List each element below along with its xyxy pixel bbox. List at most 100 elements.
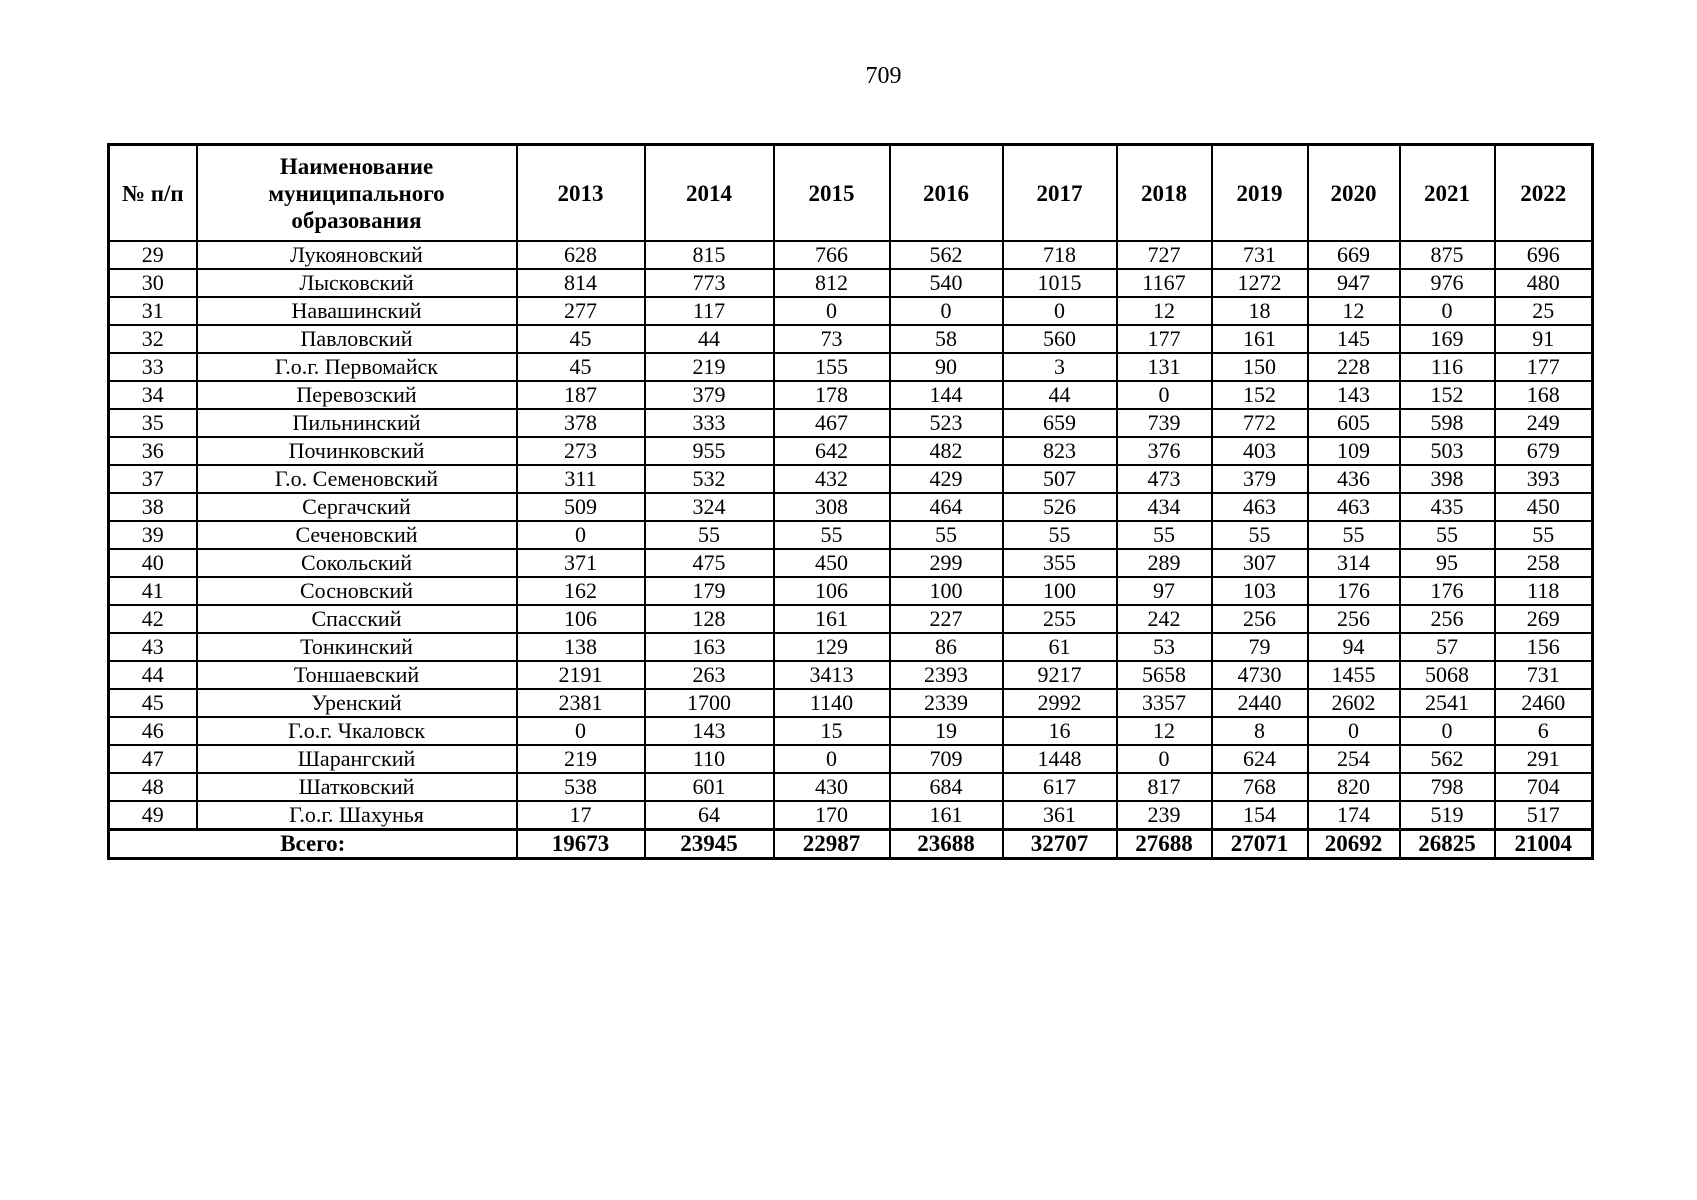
row-value: 179 [643, 576, 775, 606]
row-value: 562 [1398, 744, 1496, 774]
row-value: 823 [1001, 436, 1118, 466]
row-name: Лукояновский [195, 240, 518, 270]
row-value: 90 [888, 352, 1004, 382]
row-value: 86 [888, 632, 1004, 662]
row-value: 94 [1306, 632, 1401, 662]
row-value: 526 [1001, 492, 1118, 522]
row-value: 523 [888, 408, 1004, 438]
row-value: 15 [772, 716, 891, 746]
municipal-data-table: № п/п Наименование муниципального образо… [107, 143, 1594, 860]
row-num: 40 [107, 548, 198, 578]
row-value: 169 [1398, 324, 1496, 354]
row-value: 138 [515, 632, 646, 662]
header-row: № п/п Наименование муниципального образо… [107, 143, 1594, 242]
row-value: 174 [1306, 800, 1401, 831]
row-value: 731 [1493, 660, 1594, 690]
row-value: 1140 [772, 688, 891, 718]
row-value: 875 [1398, 240, 1496, 270]
row-value: 143 [643, 716, 775, 746]
row-num: 34 [107, 380, 198, 410]
row-value: 3413 [772, 660, 891, 690]
table-row: 35 Пильнинский 378 333 467 523 659 739 772 605 598… [107, 408, 1594, 438]
row-value: 299 [888, 548, 1004, 578]
table-row: 30 Лысковский 814 773 812 540 1015 1167 1272 947 9… [107, 268, 1594, 298]
row-value: 0 [1306, 716, 1401, 746]
row-value: 16 [1001, 716, 1118, 746]
row-num: 47 [107, 744, 198, 774]
row-name: Навашинский [195, 296, 518, 326]
row-value: 143 [1306, 380, 1401, 410]
row-value: 815 [643, 240, 775, 270]
row-value: 79 [1210, 632, 1309, 662]
row-value: 324 [643, 492, 775, 522]
row-value: 73 [772, 324, 891, 354]
row-value: 371 [515, 548, 646, 578]
row-value: 314 [1306, 548, 1401, 578]
row-value: 145 [1306, 324, 1401, 354]
row-num: 43 [107, 632, 198, 662]
table-row: 33 Г.о.г. Первомайск 45 219 155 90 3 131 150 228 1… [107, 352, 1594, 382]
row-value: 718 [1001, 240, 1118, 270]
row-value: 106 [772, 576, 891, 606]
col-header-year-2016: 2016 [888, 143, 1004, 242]
row-value: 308 [772, 492, 891, 522]
row-value: 187 [515, 380, 646, 410]
row-value: 679 [1493, 436, 1594, 466]
row-value: 333 [643, 408, 775, 438]
row-value: 1448 [1001, 744, 1118, 774]
row-value: 659 [1001, 408, 1118, 438]
total-row: Всего: 19673 23945 22987 23688 32707 276… [107, 828, 1594, 860]
row-value: 798 [1398, 772, 1496, 802]
col-header-year-2013: 2013 [515, 143, 646, 242]
col-header-year-2015: 2015 [772, 143, 891, 242]
row-value: 467 [772, 408, 891, 438]
row-value: 3357 [1115, 688, 1213, 718]
row-value: 109 [1306, 436, 1401, 466]
row-value: 450 [1493, 492, 1594, 522]
row-value: 509 [515, 492, 646, 522]
row-value: 450 [772, 548, 891, 578]
table-row: 45 Уренский 2381 1700 1140 2339 2992 3357 2440 26… [107, 688, 1594, 718]
row-value: 97 [1115, 576, 1213, 606]
table-row: 46 Г.о.г. Чкаловск 0 143 15 19 16 12 8 0 0 6 [107, 716, 1594, 746]
row-value: 517 [1493, 800, 1594, 831]
row-name: Уренский [195, 688, 518, 718]
row-value: 12 [1115, 296, 1213, 326]
total-label: Всего: [107, 828, 518, 860]
row-value: 156 [1493, 632, 1594, 662]
row-value: 55 [1306, 520, 1401, 550]
row-value: 669 [1306, 240, 1401, 270]
row-value: 503 [1398, 436, 1496, 466]
row-value: 976 [1398, 268, 1496, 298]
row-value: 435 [1398, 492, 1496, 522]
row-value: 100 [1001, 576, 1118, 606]
table-row: 49 Г.о.г. Шахунья 17 64 170 161 361 239 154 174 51… [107, 800, 1594, 831]
row-value: 152 [1210, 380, 1309, 410]
row-value: 161 [1210, 324, 1309, 354]
row-value: 2191 [515, 660, 646, 690]
row-value: 376 [1115, 436, 1213, 466]
row-value: 161 [888, 800, 1004, 831]
row-value: 1167 [1115, 268, 1213, 298]
row-value: 403 [1210, 436, 1309, 466]
row-value: 475 [643, 548, 775, 578]
total-value-2015: 22987 [772, 828, 891, 860]
row-value: 704 [1493, 772, 1594, 802]
row-value: 464 [888, 492, 1004, 522]
row-value: 258 [1493, 548, 1594, 578]
row-value: 291 [1493, 744, 1594, 774]
row-value: 773 [643, 268, 775, 298]
row-value: 219 [643, 352, 775, 382]
row-value: 100 [888, 576, 1004, 606]
row-value: 311 [515, 464, 646, 494]
col-header-year-2018: 2018 [1115, 143, 1213, 242]
row-value: 1455 [1306, 660, 1401, 690]
row-value: 820 [1306, 772, 1401, 802]
row-value: 55 [1115, 520, 1213, 550]
row-name: Г.о.г. Первомайск [195, 352, 518, 382]
row-value: 378 [515, 408, 646, 438]
row-value: 434 [1115, 492, 1213, 522]
row-num: 29 [107, 240, 198, 270]
row-value: 170 [772, 800, 891, 831]
row-num: 39 [107, 520, 198, 550]
